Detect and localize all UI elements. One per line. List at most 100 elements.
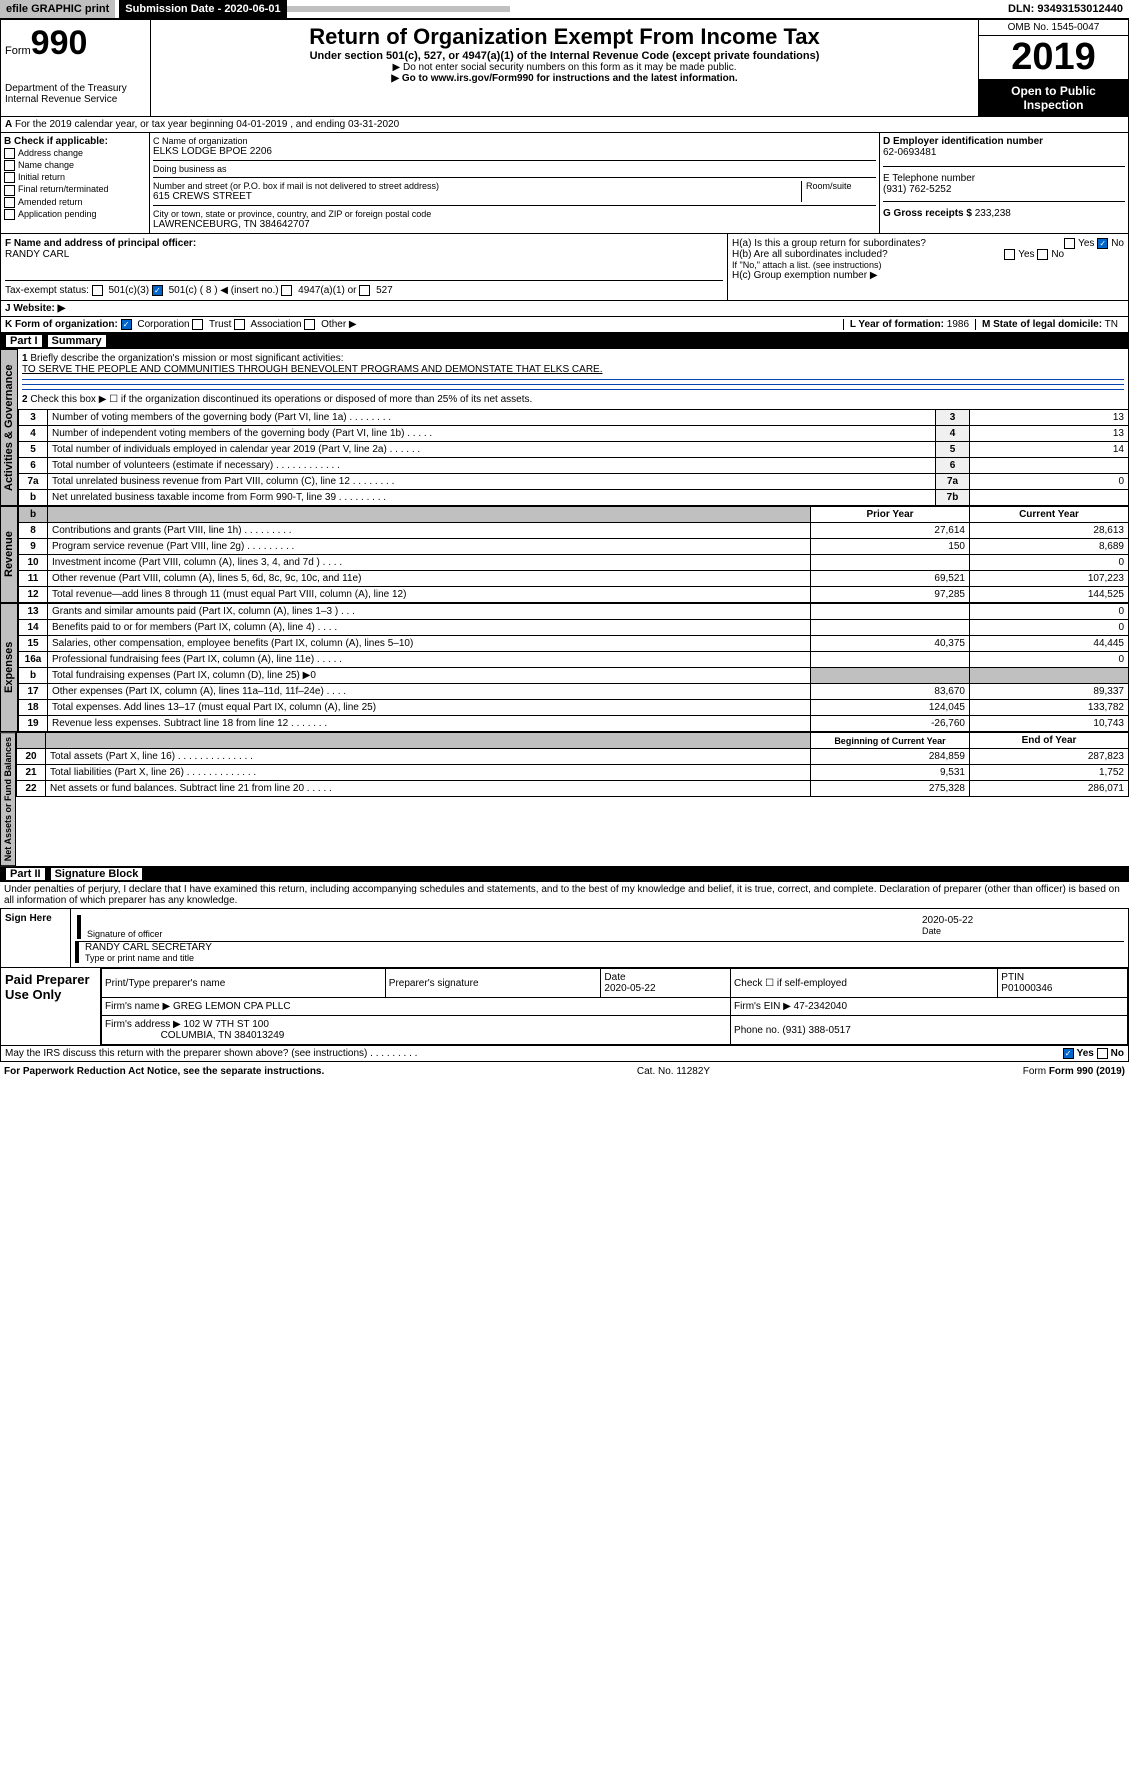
data-row: bTotal fundraising expenses (Part IX, co… <box>19 668 1129 684</box>
cb-initial-return[interactable]: Initial return <box>4 172 146 183</box>
governance-row: 6Total number of volunteers (estimate if… <box>19 458 1129 474</box>
discuss-yes[interactable] <box>1063 1048 1074 1059</box>
discuss-no[interactable] <box>1097 1048 1108 1059</box>
line1-label: Briefly describe the organization's miss… <box>30 353 343 364</box>
cb-association[interactable] <box>234 319 245 330</box>
data-row: 22Net assets or fund balances. Subtract … <box>17 781 1129 797</box>
revenue-section: Revenue bPrior YearCurrent Year 8Contrib… <box>0 506 1129 603</box>
goto-link[interactable]: ▶ Go to www.irs.gov/Form990 for instruct… <box>155 73 974 84</box>
city-state-zip: LAWRENCEBURG, TN 384642707 <box>153 219 876 230</box>
cb-application-pending[interactable]: Application pending <box>4 209 146 220</box>
revenue-label: Revenue <box>0 506 18 603</box>
discuss-text: May the IRS discuss this return with the… <box>5 1048 417 1059</box>
line-m-label: M State of legal domicile: <box>982 319 1102 330</box>
box-e-label: E Telephone number <box>883 173 975 184</box>
netassets-label: Net Assets or Fund Balances <box>0 732 16 866</box>
cb-amended[interactable]: Amended return <box>4 197 146 208</box>
governance-row: 7aTotal unrelated business revenue from … <box>19 474 1129 490</box>
cb-other[interactable] <box>304 319 315 330</box>
sign-here-label: Sign Here <box>1 909 71 967</box>
preparer-section: Paid Preparer Use Only Print/Type prepar… <box>0 968 1129 1046</box>
hb-note: If "No," attach a list. (see instruction… <box>732 260 1124 270</box>
dept-treasury: Department of the Treasury Internal Reve… <box>5 83 146 105</box>
cb-4947[interactable] <box>281 285 292 296</box>
firm-name: GREG LEMON CPA PLLC <box>173 1001 291 1012</box>
governance-row: 4Number of independent voting members of… <box>19 426 1129 442</box>
prep-date-header: Date <box>604 972 625 983</box>
cb-501c3[interactable] <box>92 285 103 296</box>
discuss-row: May the IRS discuss this return with the… <box>0 1046 1129 1062</box>
officer-name: RANDY CARL <box>5 249 69 260</box>
form-ref: Form Form 990 (2019) <box>1023 1066 1125 1077</box>
data-row: 17Other expenses (Part IX, column (A), l… <box>19 684 1129 700</box>
cb-name-change[interactable]: Name change <box>4 160 146 171</box>
part2-name: Signature Block <box>51 868 143 880</box>
governance-row: 3Number of voting members of the governi… <box>19 410 1129 426</box>
box-b-checkboxes: B Check if applicable: Address change Na… <box>0 133 150 234</box>
cb-501c[interactable] <box>152 285 163 296</box>
firm-addr-label: Firm's address ▶ <box>105 1019 181 1030</box>
hb-yes[interactable] <box>1004 249 1015 260</box>
part2-header: Part IISignature Block <box>0 866 1129 882</box>
submission-date-gap <box>287 6 510 12</box>
identity-section: B Check if applicable: Address change Na… <box>0 133 1129 234</box>
cb-corporation[interactable] <box>121 319 132 330</box>
prep-name-header: Print/Type preparer's name <box>102 969 386 998</box>
line-k-label: K Form of organization: <box>5 319 118 330</box>
omb-number: OMB No. 1545-0047 <box>979 20 1128 36</box>
form-number: Form990 <box>5 24 146 63</box>
city-label: City or town, state or province, country… <box>153 209 876 219</box>
submission-date-label: Submission Date - 2020-06-01 <box>119 0 286 18</box>
ha-no[interactable] <box>1097 238 1108 249</box>
cb-final-return[interactable]: Final return/terminated <box>4 184 146 195</box>
data-row: 10Investment income (Part VIII, column (… <box>19 555 1129 571</box>
governance-section: Activities & Governance 1 Briefly descri… <box>0 349 1129 506</box>
box-f-label: F Name and address of principal officer: <box>5 238 196 249</box>
netassets-section: Net Assets or Fund Balances Beginning of… <box>0 732 1129 866</box>
firm-phone-label: Phone no. <box>734 1025 780 1036</box>
ha-yes[interactable] <box>1064 238 1075 249</box>
revenue-table: bPrior YearCurrent Year 8Contributions a… <box>18 506 1129 603</box>
data-row: 15Salaries, other compensation, employee… <box>19 636 1129 652</box>
perjury-statement: Under penalties of perjury, I declare th… <box>0 882 1129 908</box>
box-b-title: B Check if applicable: <box>4 136 108 147</box>
room-suite: Room/suite <box>801 181 876 202</box>
netassets-table: Beginning of Current YearEnd of Year 20T… <box>16 732 1129 797</box>
form-subtitle: Under section 501(c), 527, or 4947(a)(1)… <box>155 50 974 62</box>
mission-text: TO SERVE THE PEOPLE AND COMMUNITIES THRO… <box>22 364 603 375</box>
hc-label: H(c) Group exemption number ▶ <box>732 270 1124 281</box>
paid-preparer-label: Paid Preparer Use Only <box>1 968 101 1045</box>
klm-row: K Form of organization: Corporation Trus… <box>0 317 1129 333</box>
governance-row: bNet unrelated business taxable income f… <box>19 490 1129 506</box>
governance-row: 5Total number of individuals employed in… <box>19 442 1129 458</box>
data-row: 11Other revenue (Part VIII, column (A), … <box>19 571 1129 587</box>
phone-value: (931) 762-5252 <box>883 184 951 195</box>
dln-label: DLN: 93493153012440 <box>1002 0 1129 18</box>
cb-527[interactable] <box>359 285 370 296</box>
firm-name-label: Firm's name ▶ <box>105 1001 170 1012</box>
ptin-value: P01000346 <box>1001 983 1052 994</box>
street-address: 615 CREWS STREET <box>153 191 801 202</box>
efile-label[interactable]: efile GRAPHIC print <box>0 0 115 18</box>
hb-label: H(b) Are all subordinates included? <box>732 249 888 260</box>
data-row: 19Revenue less expenses. Subtract line 1… <box>19 716 1129 732</box>
ein-value: 62-0693481 <box>883 147 936 158</box>
governance-table: 3Number of voting members of the governi… <box>18 409 1129 506</box>
signature-section: Sign Here Signature of officer 2020-05-2… <box>0 908 1129 968</box>
ha-label: H(a) Is this a group return for subordin… <box>732 238 926 249</box>
website-row: J Website: ▶ <box>0 301 1129 317</box>
self-employed-check[interactable]: Check ☐ if self-employed <box>731 969 998 998</box>
efile-topbar: efile GRAPHIC print Submission Date - 20… <box>0 0 1129 19</box>
box-c-label: C Name of organization <box>153 136 876 146</box>
gross-receipts: 233,238 <box>975 208 1011 219</box>
prep-date: 2020-05-22 <box>604 983 655 994</box>
firm-city: COLUMBIA, TN 384013249 <box>161 1030 285 1041</box>
form-title: Return of Organization Exempt From Incom… <box>155 24 974 50</box>
officer-name-title: RANDY CARL SECRETARY <box>85 942 1124 953</box>
cb-address-change[interactable]: Address change <box>4 148 146 159</box>
prep-sig-header: Preparer's signature <box>385 969 601 998</box>
hb-no[interactable] <box>1037 249 1048 260</box>
cb-trust[interactable] <box>192 319 203 330</box>
current-year-header: Current Year <box>970 507 1129 523</box>
page-footer: For Paperwork Reduction Act Notice, see … <box>0 1062 1129 1081</box>
